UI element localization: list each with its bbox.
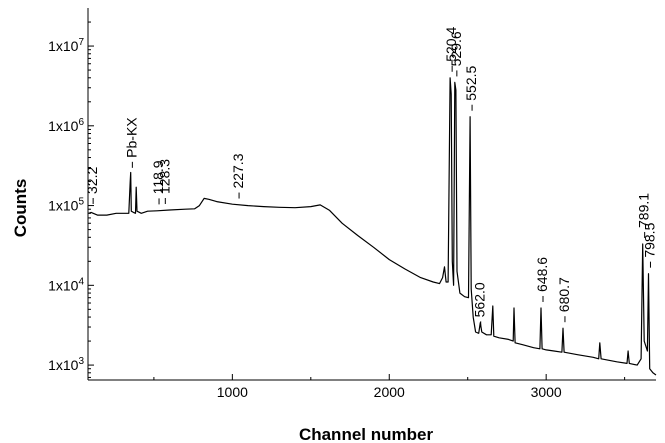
y-tick-label: 1x105 [48,197,84,214]
y-tick-exponent: 4 [78,276,84,287]
y-tick-label: 1x103 [48,356,84,373]
peak-label: 648.6 [534,257,550,292]
peak-label: 562.0 [472,282,488,317]
peak-label: 520.4 [443,27,459,62]
peak-label: 680.7 [556,277,572,312]
x-tick-label: 2000 [374,384,405,400]
y-tick-exponent: 7 [78,37,84,48]
peak-label: 798.5 [641,222,657,257]
peak-label: 789.1 [636,193,652,228]
y-tick-base: 1x10 [48,277,79,293]
peak-label: 227.3 [230,153,246,188]
y-tick-base: 1x10 [48,198,79,214]
x-tick-label: 1000 [217,384,248,400]
peak-label: 32.2 [84,167,100,194]
peak-label: 118.9 [150,160,166,194]
peak-label: 552.5 [463,65,479,100]
y-tick-exponent: 5 [78,197,84,208]
peak-label: 128.3 [156,159,172,194]
spectrum-line [88,77,657,376]
y-axis-title: Counts [11,179,30,238]
y-axis-title-group: Counts [11,179,30,238]
peak-label: Pb-KX [123,117,139,158]
y-tick-label: 1x106 [48,117,84,134]
y-tick-base: 1x10 [48,118,79,134]
y-tick-base: 1x10 [48,357,79,373]
y-tick-exponent: 3 [78,356,84,367]
y-tick-label: 1x107 [48,37,84,54]
peak-label: 529.6 [448,31,464,66]
y-tick-exponent: 6 [78,117,84,128]
x-tick-label: 3000 [531,384,562,400]
x-axis-title: Channel number [299,425,434,443]
y-tick-label: 1x104 [48,276,84,293]
y-tick-base: 1x10 [48,38,79,54]
